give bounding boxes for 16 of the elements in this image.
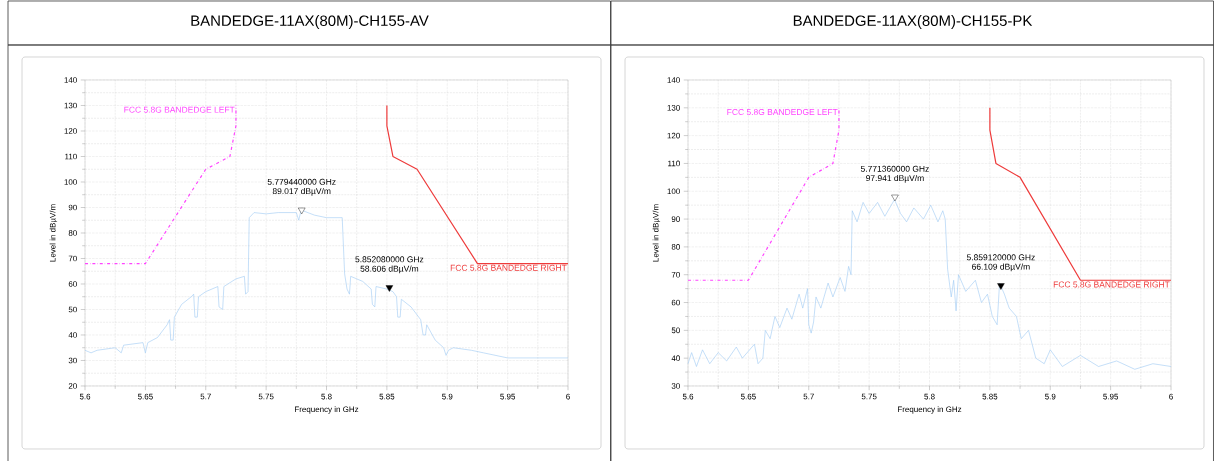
annotation: 5.859120000 GHz: [966, 254, 1035, 261]
line-series: [687, 107, 840, 281]
line-series: [84, 104, 237, 265]
annotation: 58.606 dBµV/m: [360, 265, 419, 274]
series-label: FCC 5.8G BANDEDGE LEFT: [727, 109, 838, 115]
annotation: 66.109 dBµV/m: [972, 263, 1030, 272]
series-label: FCC 5.8G BANDEDGE RIGHT: [450, 264, 567, 271]
chart-title: BANDEDGE-11AX(80M)-CH155-PK: [793, 15, 1033, 29]
annotation: 5.771360000 GHz: [860, 165, 929, 172]
annotation: 5.852080000 GHz: [355, 256, 424, 263]
annotation: 97.941 dBµV/m: [866, 174, 924, 183]
series-label: FCC 5.8G BANDEDGE LEFT: [124, 106, 235, 113]
annotation: 5.779440000 GHz: [267, 178, 336, 185]
annotation: 89.017 dBµV/m: [272, 187, 331, 196]
series-label: FCC 5.8G BANDEDGE RIGHT: [1053, 281, 1170, 288]
chart-title: BANDEDGE-11AX(80M)-CH155-AV: [191, 15, 429, 29]
